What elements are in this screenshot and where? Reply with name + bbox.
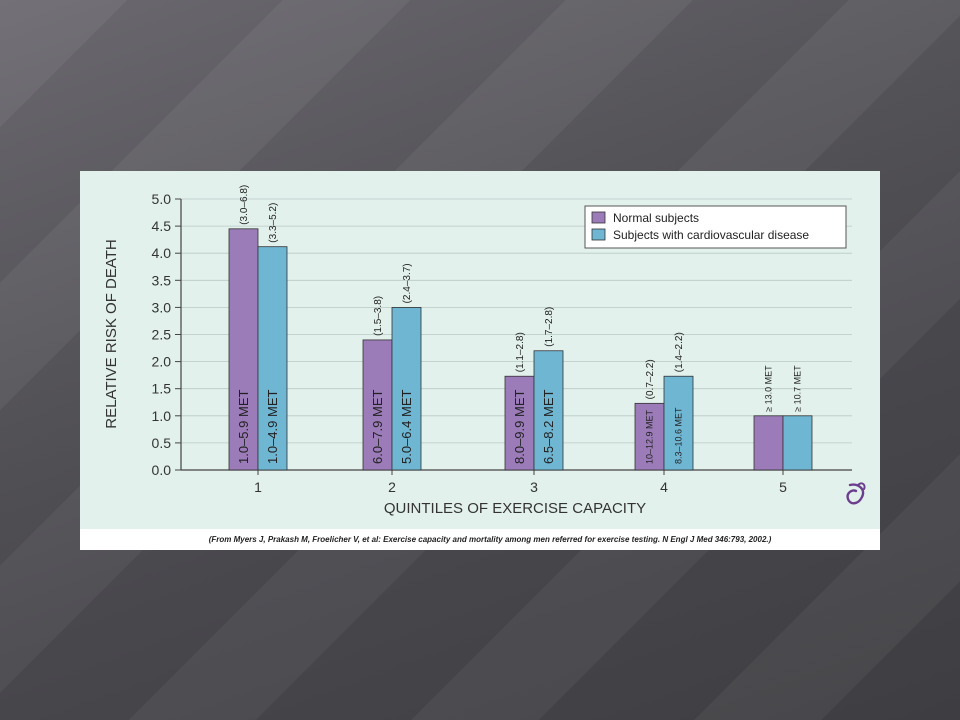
y-tick-label: 4.0 — [152, 245, 172, 261]
bar-met-label: 8.0–9.9 MET — [512, 390, 527, 464]
x-axis-label: QUINTILES OF EXERCISE CAPACITY — [384, 500, 646, 517]
legend-label-normal: Normal subjects — [613, 211, 699, 225]
bar-met-label: 5.0–6.4 MET — [399, 390, 414, 464]
y-tick-label: 1.5 — [152, 381, 172, 397]
bar — [663, 375, 694, 471]
legend-swatch-cvd — [591, 228, 606, 241]
y-tick-label: 0.5 — [152, 435, 172, 451]
bar — [391, 306, 422, 471]
bar-ci-label: (3.3–5.2) — [268, 203, 279, 243]
bar — [782, 415, 813, 471]
y-tick-label: 0.0 — [152, 462, 172, 478]
bar-met-label: 8.3–10.6 MET — [674, 407, 684, 464]
bar-met-label: 1.0–5.9 MET — [236, 390, 251, 464]
bar-met-label: ≥ 10.7 MET — [793, 365, 803, 412]
bar-met-label: 6.5–8.2 MET — [541, 390, 556, 464]
bar — [257, 246, 288, 471]
y-tick-label: 5.0 — [152, 191, 172, 207]
caption-bar: (From Myers J, Prakash M, Froelicher V, … — [80, 529, 880, 550]
bar-ci-label: (3.0–6.8) — [239, 185, 250, 225]
y-tick-label: 1.0 — [152, 408, 172, 424]
bar — [753, 415, 784, 471]
y-tick-label: 3.5 — [152, 272, 172, 288]
bar — [634, 402, 665, 471]
x-tick-label: 4 — [660, 479, 668, 495]
y-tick-label: 4.5 — [152, 218, 172, 234]
chart-figure: 0.0 0.5 1.0 1.5 2.0 2.5 3.0 3.5 4.0 4.5 5.0 1.0–5.… — [80, 171, 880, 550]
x-tick-label: 2 — [388, 479, 396, 495]
publisher-logo-icon — [846, 482, 866, 505]
bar-ci-label: (2.4–3.7) — [402, 263, 413, 303]
bar-chart: 0.0 0.5 1.0 1.5 2.0 2.5 3.0 3.5 4.0 4.5 5.0 1.0–5.… — [103, 185, 866, 517]
source-caption: (From Myers J, Prakash M, Froelicher V, … — [208, 535, 772, 544]
y-tick-label: 2.0 — [152, 354, 172, 370]
bar — [362, 339, 393, 471]
bar — [504, 375, 535, 471]
bar-met-label: ≥ 13.0 MET — [764, 365, 774, 412]
bar-ci-label: (1.1–2.8) — [515, 332, 526, 372]
bar-ci-label: (1.4–2.2) — [674, 332, 685, 372]
x-tick-label: 3 — [530, 479, 538, 495]
bar-met-label: 6.0–7.9 MET — [370, 390, 385, 464]
x-tick-label: 1 — [254, 479, 262, 495]
bar-ci-label: (1.5–3.8) — [373, 296, 384, 336]
bar-ci-label: (0.7–2.2) — [645, 359, 656, 399]
legend-swatch-normal — [591, 211, 606, 224]
y-tick-label: 2.5 — [152, 327, 172, 343]
x-tick-label: 5 — [779, 479, 787, 495]
bar-met-label: 10–12.9 MET — [645, 409, 655, 464]
bar-ci-label: (1.7–2.8) — [544, 307, 555, 347]
legend-label-cvd: Subjects with cardiovascular disease — [613, 228, 809, 242]
bar-met-label: 1.0–4.9 MET — [265, 390, 280, 464]
legend: Normal subjects Subjects with cardiovasc… — [584, 205, 847, 249]
bar — [533, 350, 564, 471]
y-axis-label: RELATIVE RISK OF DEATH — [103, 239, 120, 428]
y-tick-label: 3.0 — [152, 299, 172, 315]
